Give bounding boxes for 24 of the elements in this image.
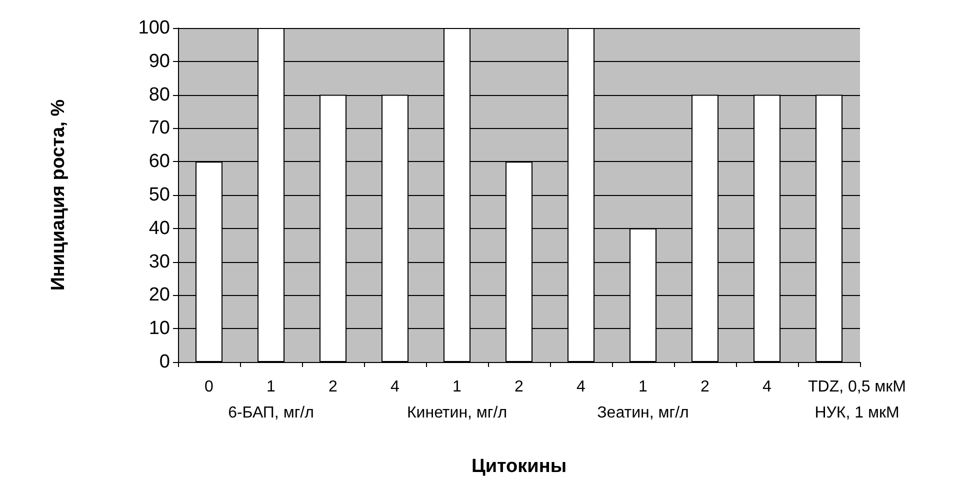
y-tick-label: 80 [148,84,170,106]
x-tick-label: 2 [328,378,338,396]
x-tick-label: 0 [204,378,214,396]
x-tick-label: 4 [576,378,586,396]
y-tick-label: 100 [138,18,170,38]
y-tick-label: 0 [159,352,170,372]
y-tick-label: 70 [148,118,170,139]
y-tick-label: 90 [148,50,170,72]
y-axis-title: Инициация роста, % [48,99,69,291]
x-tick-label: 1 6-БАП, мг/л [228,378,314,422]
x-tick-label: 2 [700,378,710,396]
y-tick-label: 40 [148,218,170,239]
x-tick-label: 4 [762,378,772,396]
y-tick-label: 30 [148,251,170,272]
y-tick-label: 10 [148,318,170,340]
x-tick-label: TDZ, 0,5 мкМ НУК, 1 мкМ [808,378,906,422]
y-tick-label: 50 [148,184,170,206]
x-tick-label: 4 [390,378,400,396]
x-tick-label: 1 Кинетин, мг/л [406,378,508,422]
y-tick-label: 60 [148,151,170,172]
x-axis-title: Цитокины [471,456,567,477]
x-tick-label: 2 [514,378,524,396]
y-tick-label: 20 [148,284,170,306]
x-tick-label: 1 Зеатин, мг/л [597,378,689,422]
